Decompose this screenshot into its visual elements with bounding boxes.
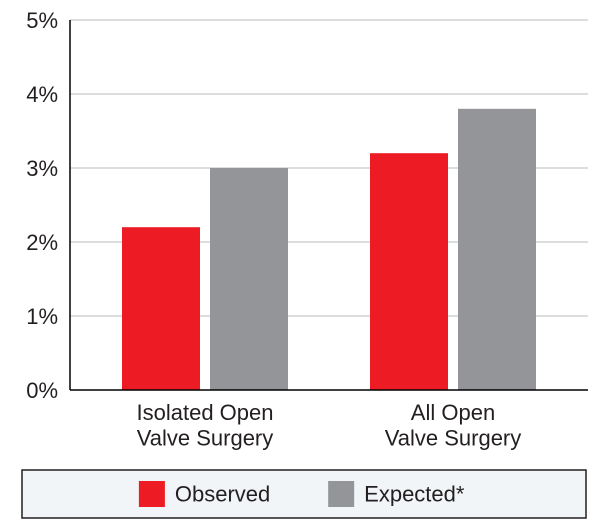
legend-label: Observed: [175, 482, 270, 507]
y-tick-label: 0%: [26, 378, 58, 403]
bar-observed: [370, 153, 448, 390]
y-tick-label: 4%: [26, 82, 58, 107]
legend-label: Expected*: [364, 482, 465, 507]
valve-surgery-chart: 0%1%2%3%4%5%Isolated OpenValve SurgeryAl…: [0, 0, 608, 525]
x-category-label: Isolated OpenValve Surgery: [137, 400, 274, 450]
legend-swatch: [139, 481, 165, 507]
y-tick-label: 5%: [26, 8, 58, 33]
bar-observed: [122, 227, 200, 390]
y-tick-label: 2%: [26, 230, 58, 255]
legend-box: [22, 470, 586, 518]
bar-expected: [210, 168, 288, 390]
bar-expected: [458, 109, 536, 390]
y-tick-label: 3%: [26, 156, 58, 181]
y-tick-label: 1%: [26, 304, 58, 329]
chart-svg: 0%1%2%3%4%5%Isolated OpenValve SurgeryAl…: [0, 0, 608, 525]
legend-swatch: [328, 481, 354, 507]
